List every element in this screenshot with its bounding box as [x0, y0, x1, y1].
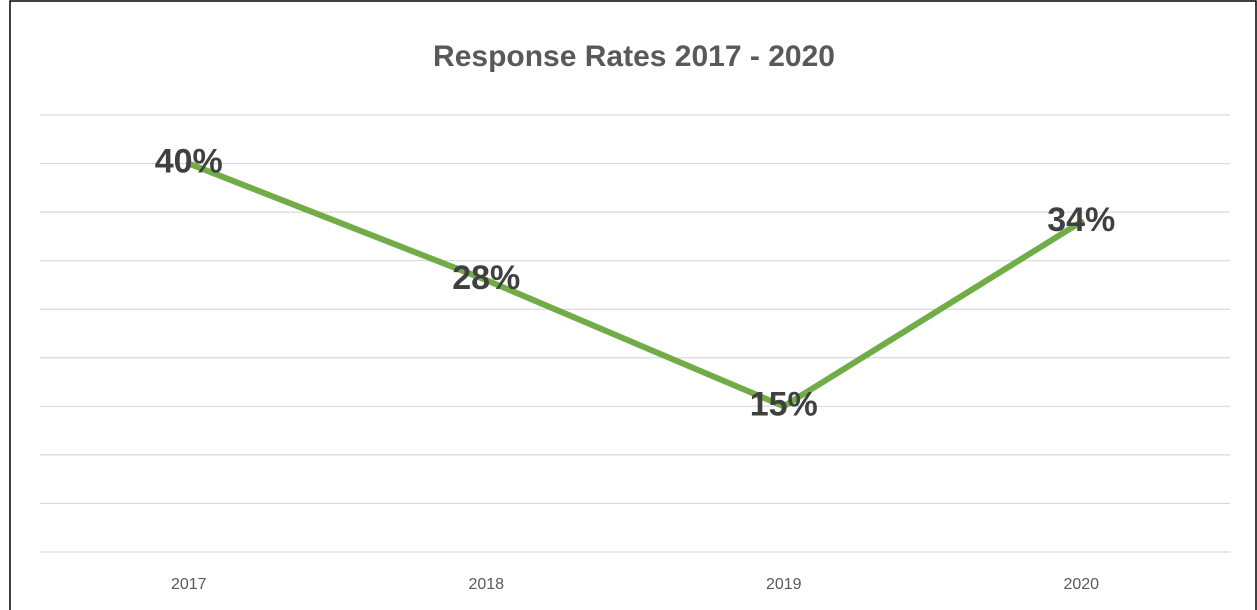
x-tick-label: 2018	[468, 576, 504, 593]
x-tick-label: 2019	[766, 576, 802, 593]
data-label: 15%	[750, 385, 818, 423]
data-label: 34%	[1047, 201, 1115, 239]
x-tick-label: 2020	[1063, 576, 1099, 593]
x-tick-label: 2017	[171, 576, 207, 593]
chart-title: Response Rates 2017 - 2020	[433, 40, 835, 73]
data-label: 28%	[452, 259, 520, 297]
line-series	[185, 160, 1085, 410]
chart-frame	[9, 0, 1257, 610]
data-label: 40%	[155, 143, 223, 181]
